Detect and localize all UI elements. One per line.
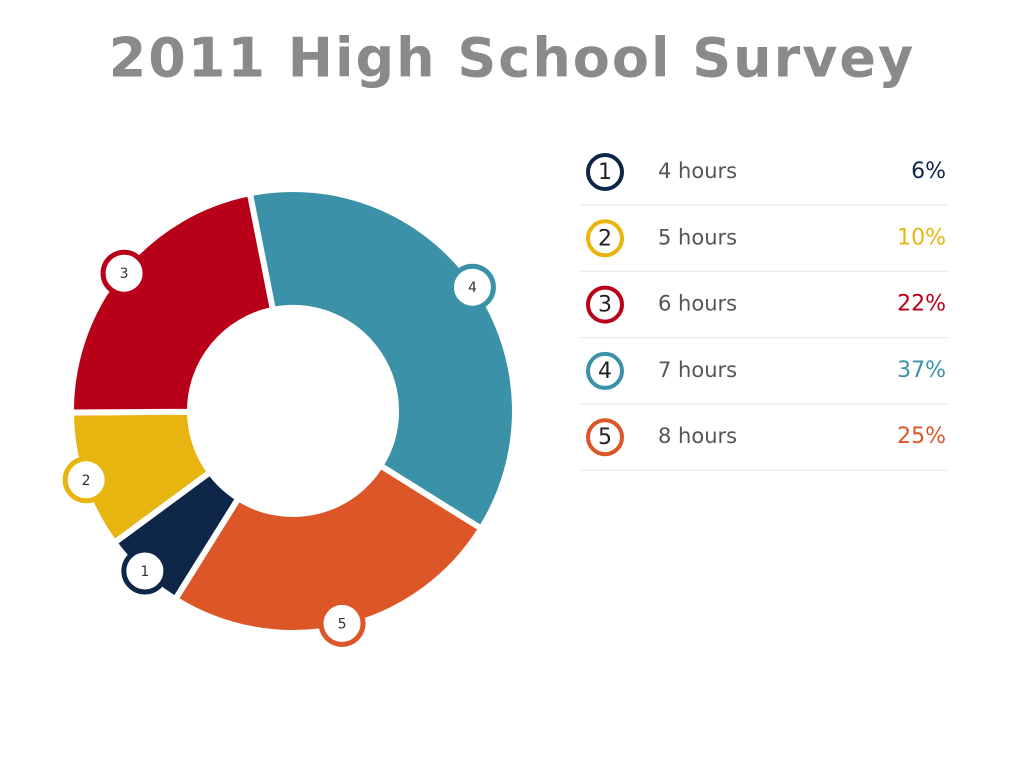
slice-badge: [100, 249, 148, 297]
slice-badge: [318, 599, 366, 647]
legend-marker: [586, 285, 624, 324]
slice-badge: [448, 263, 496, 311]
legend-value: 6%: [911, 159, 946, 184]
legend-marker: [586, 153, 624, 191]
legend-value: 10%: [897, 225, 946, 250]
legend-marker: [586, 351, 624, 390]
legend-marker-label: 5: [598, 425, 612, 450]
legend-value: 25%: [897, 424, 946, 449]
slice-badge: [121, 547, 169, 595]
legend-marker-label: 3: [598, 293, 612, 318]
legend-marker-label: 2: [598, 226, 612, 251]
donut-slice: [171, 461, 486, 636]
legend-label: 8 hours: [658, 424, 737, 448]
legend-label: 6 hours: [658, 292, 737, 316]
legend-marker-label: 4: [598, 359, 612, 384]
legend-label: 7 hours: [658, 358, 737, 382]
chart-title: 2011 High School Survey: [109, 27, 916, 90]
slice-badge-label: 5: [338, 616, 347, 632]
slice-badge-label: 4: [468, 280, 477, 296]
legend-marker: [586, 418, 624, 457]
donut-slice: [68, 189, 277, 416]
legend-marker-label: 1: [598, 160, 612, 185]
donut-slice: [246, 186, 518, 533]
slice-badge-label: 1: [140, 564, 149, 580]
legend-value: 22%: [897, 292, 946, 317]
slice-badge-label: 2: [82, 473, 91, 489]
legend-label: 4 hours: [658, 159, 737, 183]
slice-badge-label: 3: [120, 266, 129, 282]
legend-marker: [586, 219, 624, 258]
slice-badge: [62, 456, 110, 504]
legend-label: 5 hours: [658, 225, 737, 249]
legend-value: 37%: [897, 358, 946, 383]
